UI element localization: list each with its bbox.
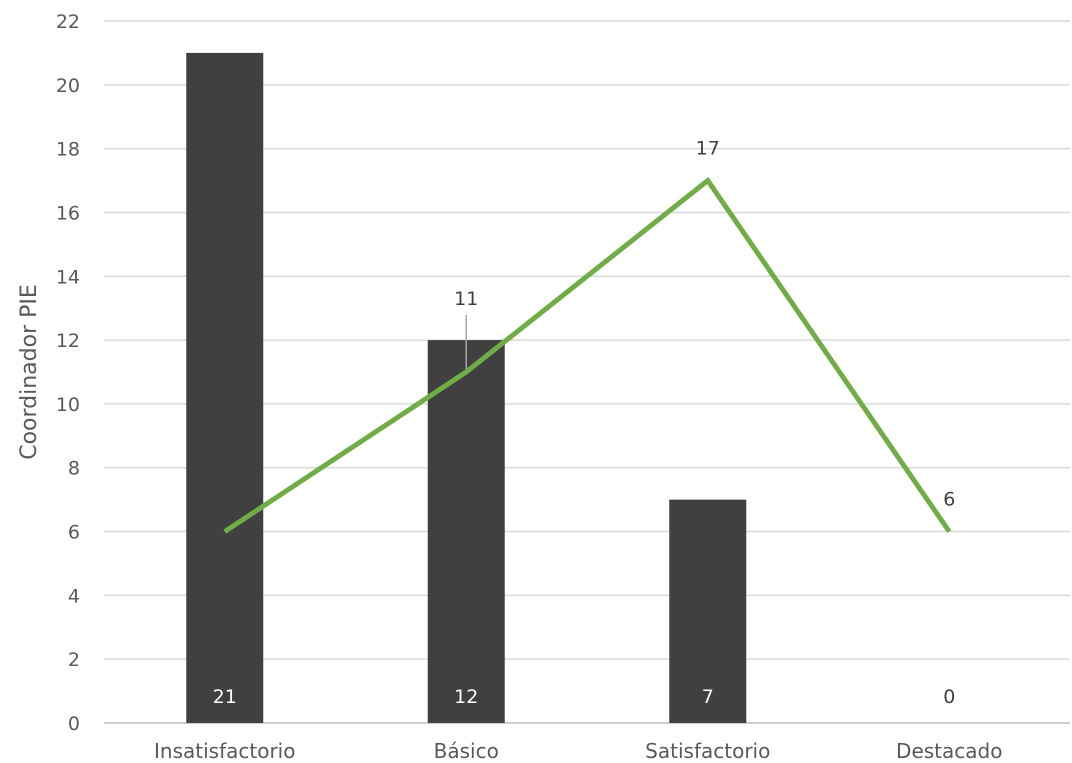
y-tick-label: 20	[56, 75, 80, 97]
y-tick-label: 14	[56, 266, 80, 288]
y-tick-label: 0	[68, 713, 80, 735]
bar	[186, 52, 264, 723]
bar-data-label: 21	[213, 686, 237, 708]
y-tick-label: 12	[56, 330, 80, 352]
y-tick-label: 8	[68, 458, 80, 480]
bar-series: 21 12 7 0	[186, 52, 955, 723]
bar-data-label: 12	[454, 686, 478, 708]
y-axis-title: Coordinador PIE	[17, 284, 42, 460]
bar-data-label: 7	[702, 686, 714, 708]
y-tick-label: 10	[56, 394, 80, 416]
line-series: 6 11 17 6	[219, 138, 955, 534]
y-tick-label: 4	[68, 585, 80, 607]
y-tick-label: 2	[68, 649, 80, 671]
y-tick-label: 22	[56, 11, 80, 33]
line-data-label: 6	[219, 489, 231, 511]
x-category-label: Satisfactorio	[645, 739, 770, 763]
line-data-label: 17	[696, 138, 720, 160]
bar-data-label: 0	[943, 686, 955, 708]
x-axis-categories: Insatisfactorio Básico Satisfactorio Destac…	[154, 739, 1002, 763]
y-axis-ticks: 0 2 4 6 8 10 12 14 16 18 20 22	[56, 11, 80, 735]
y-tick-label: 16	[56, 202, 80, 224]
x-category-label: Insatisfactorio	[154, 739, 295, 763]
y-tick-label: 6	[68, 522, 80, 544]
y-tick-label: 18	[56, 139, 80, 161]
line-path	[223, 176, 952, 534]
bar	[669, 499, 747, 723]
bar	[427, 340, 505, 723]
x-category-label: Básico	[434, 739, 499, 763]
line-data-label: 11	[454, 288, 478, 310]
gridlines	[104, 20, 1070, 724]
line-data-label: 6	[943, 489, 955, 511]
x-category-label: Destacado	[896, 739, 1002, 763]
